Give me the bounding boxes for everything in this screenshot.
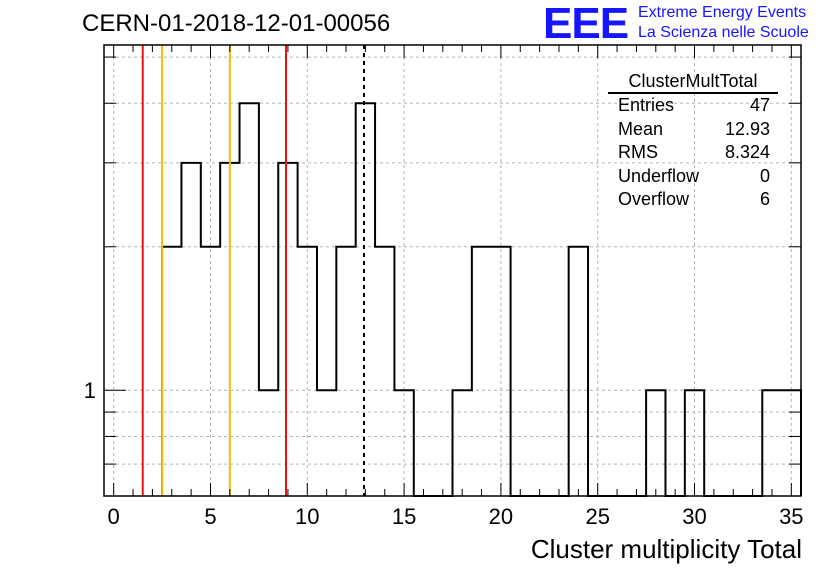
stats-value: 8.324 (724, 142, 770, 162)
x-tick-label: 20 (489, 504, 513, 529)
x-tick-label: 5 (204, 504, 216, 529)
org-name-line2: La Scienza nelle Scuole (638, 24, 809, 41)
stats-label: Mean (618, 118, 664, 139)
x-tick-label: 10 (295, 504, 319, 529)
stats-row-entries: Entries 47 (608, 94, 778, 118)
x-axis-label: Cluster multiplicity Total (530, 534, 802, 564)
stats-label: Underflow (618, 165, 700, 186)
y-tick-label: 1 (84, 378, 96, 403)
stats-value: 6 (759, 189, 770, 209)
x-tick-label: 25 (585, 504, 609, 529)
plot-frame (103, 44, 802, 497)
stats-label: RMS (618, 142, 658, 162)
stats-row-rms: RMS 8.324 (608, 141, 778, 165)
x-tick-label: 15 (392, 504, 416, 529)
stats-value: 47 (749, 95, 770, 115)
stats-value: 0 (759, 165, 770, 186)
stats-row-overflow: Overflow 6 (608, 188, 778, 212)
plot-title: CERN-01-2018-12-01-00056 (82, 10, 391, 37)
x-tick-label: 0 (108, 504, 120, 529)
stats-box: ClusterMultTotal Entries 47 Mean 12.93 R… (608, 70, 778, 212)
stats-row-underflow: Underflow 0 (608, 165, 778, 189)
x-tick-label: 35 (779, 504, 803, 529)
marker-lines (141, 45, 366, 496)
stats-box-title: ClusterMultTotal (608, 70, 778, 94)
axis-ticks (104, 45, 801, 497)
org-name-line1: Extreme Energy Events (638, 4, 807, 21)
stats-label: Overflow (618, 189, 690, 209)
stats-value: 12.93 (724, 118, 770, 139)
axis-tick-labels: 0 5 10 15 20 25 30 35 1 (84, 378, 804, 529)
stats-label: Entries (618, 95, 675, 115)
x-tick-label: 30 (682, 504, 706, 529)
stats-row-mean: Mean 12.93 (608, 118, 778, 142)
eee-logo: EEE (543, 0, 629, 48)
